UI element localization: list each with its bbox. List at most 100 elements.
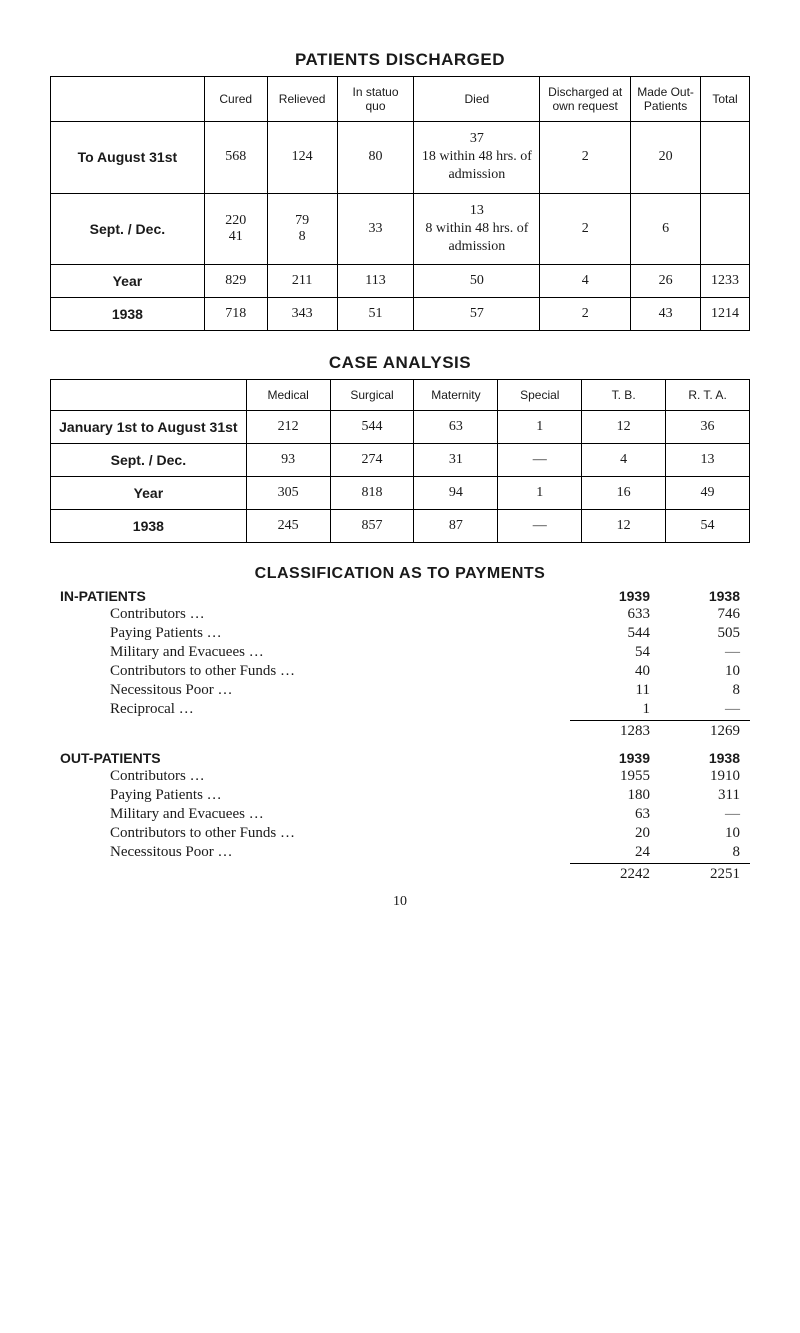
item-value-1939: 544	[570, 625, 660, 642]
col-relieved: Relieved	[267, 77, 337, 122]
case-analysis-table: Medical Surgical Maternity Special T. B.…	[50, 379, 750, 543]
item-value-1938: 1910	[660, 768, 750, 785]
item-label: Contributors …	[50, 606, 570, 623]
patients-discharged-title: PATIENTS DISCHARGED	[50, 50, 750, 70]
year-1938: 1938	[660, 750, 750, 766]
year-1939: 1939	[570, 750, 660, 766]
row-label: Year	[51, 265, 205, 298]
cell: 124	[267, 122, 337, 194]
cell: 305	[246, 477, 330, 510]
list-item: Reciprocal …1—	[50, 700, 750, 719]
cell: 54	[666, 510, 750, 543]
cell: 63	[414, 411, 498, 444]
table-row: Sept. / Dec. 22041 798 33 138 within 48 …	[51, 193, 750, 265]
cell: 31	[414, 444, 498, 477]
col-instatuo: In statuo quo	[337, 77, 414, 122]
item-value-1939: 1	[570, 701, 660, 718]
cell: 343	[267, 298, 337, 331]
item-value-1938: 10	[660, 825, 750, 842]
item-value-1938: —	[660, 806, 750, 823]
total-1939: 2242	[570, 863, 660, 883]
col-blank	[51, 77, 205, 122]
row-label: Sept. / Dec.	[51, 444, 247, 477]
table-row: Year 829 211 113 50 4 26 1233	[51, 265, 750, 298]
cell	[701, 122, 750, 194]
col-total: Total	[701, 77, 750, 122]
cell: 57	[414, 298, 540, 331]
cell: 80	[337, 122, 414, 194]
in-patients-header: IN-PATIENTS 1939 1938	[50, 587, 750, 605]
cell	[701, 193, 750, 265]
cell: 245	[246, 510, 330, 543]
cell: 16	[582, 477, 666, 510]
col-made-out: Made Out-Patients	[631, 77, 701, 122]
cell: 12	[582, 510, 666, 543]
total-1938: 1269	[660, 720, 750, 740]
item-value-1939: 20	[570, 825, 660, 842]
year-1939: 1939	[570, 588, 660, 604]
item-value-1938: 311	[660, 787, 750, 804]
col-maternity: Maternity	[414, 380, 498, 411]
cell: 138 within 48 hrs. of admission	[414, 193, 540, 265]
item-label: Military and Evacuees …	[50, 644, 570, 661]
list-item: Necessitous Poor …248	[50, 843, 750, 862]
table-row: 1938 718 343 51 57 2 43 1214	[51, 298, 750, 331]
item-label: Necessitous Poor …	[50, 682, 570, 699]
col-cured: Cured	[204, 77, 267, 122]
list-item: Contributors to other Funds …2010	[50, 824, 750, 843]
case-analysis-title: CASE ANALYSIS	[50, 353, 750, 373]
cell: 1214	[701, 298, 750, 331]
item-value-1938: 746	[660, 606, 750, 623]
item-value-1938: —	[660, 701, 750, 718]
cell: 4	[540, 265, 631, 298]
cell: 22041	[204, 193, 267, 265]
cell: 94	[414, 477, 498, 510]
cell: 6	[631, 193, 701, 265]
in-patients-label: IN-PATIENTS	[50, 588, 570, 604]
row-label: Year	[51, 477, 247, 510]
col-blank	[51, 380, 247, 411]
cell: 1	[498, 411, 582, 444]
cell: 87	[414, 510, 498, 543]
row-label: 1938	[51, 510, 247, 543]
cell: 50	[414, 265, 540, 298]
table-row: 1938 245 857 87 — 12 54	[51, 510, 750, 543]
cell: 33	[337, 193, 414, 265]
cell: 798	[267, 193, 337, 265]
row-label: To August 31st	[51, 122, 205, 194]
classification-block: CLASSIFICATION AS TO PAYMENTS IN-PATIENT…	[50, 565, 750, 884]
list-item: Contributors to other Funds …4010	[50, 662, 750, 681]
list-item: Military and Evacuees …54—	[50, 643, 750, 662]
item-label: Necessitous Poor …	[50, 844, 570, 861]
total-1939: 1283	[570, 720, 660, 740]
item-value-1938: 8	[660, 844, 750, 861]
cell: 20	[631, 122, 701, 194]
cell: —	[498, 510, 582, 543]
year-1938: 1938	[660, 588, 750, 604]
item-label: Military and Evacuees …	[50, 806, 570, 823]
cell: 26	[631, 265, 701, 298]
cell: 1	[498, 477, 582, 510]
list-item: Military and Evacuees …63—	[50, 805, 750, 824]
cell: 2	[540, 193, 631, 265]
cell: 36	[666, 411, 750, 444]
col-surgical: Surgical	[330, 380, 414, 411]
cell: 93	[246, 444, 330, 477]
cell: 212	[246, 411, 330, 444]
cell: 1233	[701, 265, 750, 298]
table-row: To August 31st 568 124 80 3718 within 48…	[51, 122, 750, 194]
cell: 829	[204, 265, 267, 298]
cell: 3718 within 48 hrs. of admission	[414, 122, 540, 194]
total-1938: 2251	[660, 863, 750, 883]
item-value-1939: 633	[570, 606, 660, 623]
item-value-1939: 180	[570, 787, 660, 804]
item-label: Paying Patients …	[50, 625, 570, 642]
cell: 2	[540, 122, 631, 194]
row-label: Sept. / Dec.	[51, 193, 205, 265]
cell: 857	[330, 510, 414, 543]
cell: 2	[540, 298, 631, 331]
list-item: Necessitous Poor …118	[50, 681, 750, 700]
col-died: Died	[414, 77, 540, 122]
item-label: Paying Patients …	[50, 787, 570, 804]
cell: 718	[204, 298, 267, 331]
